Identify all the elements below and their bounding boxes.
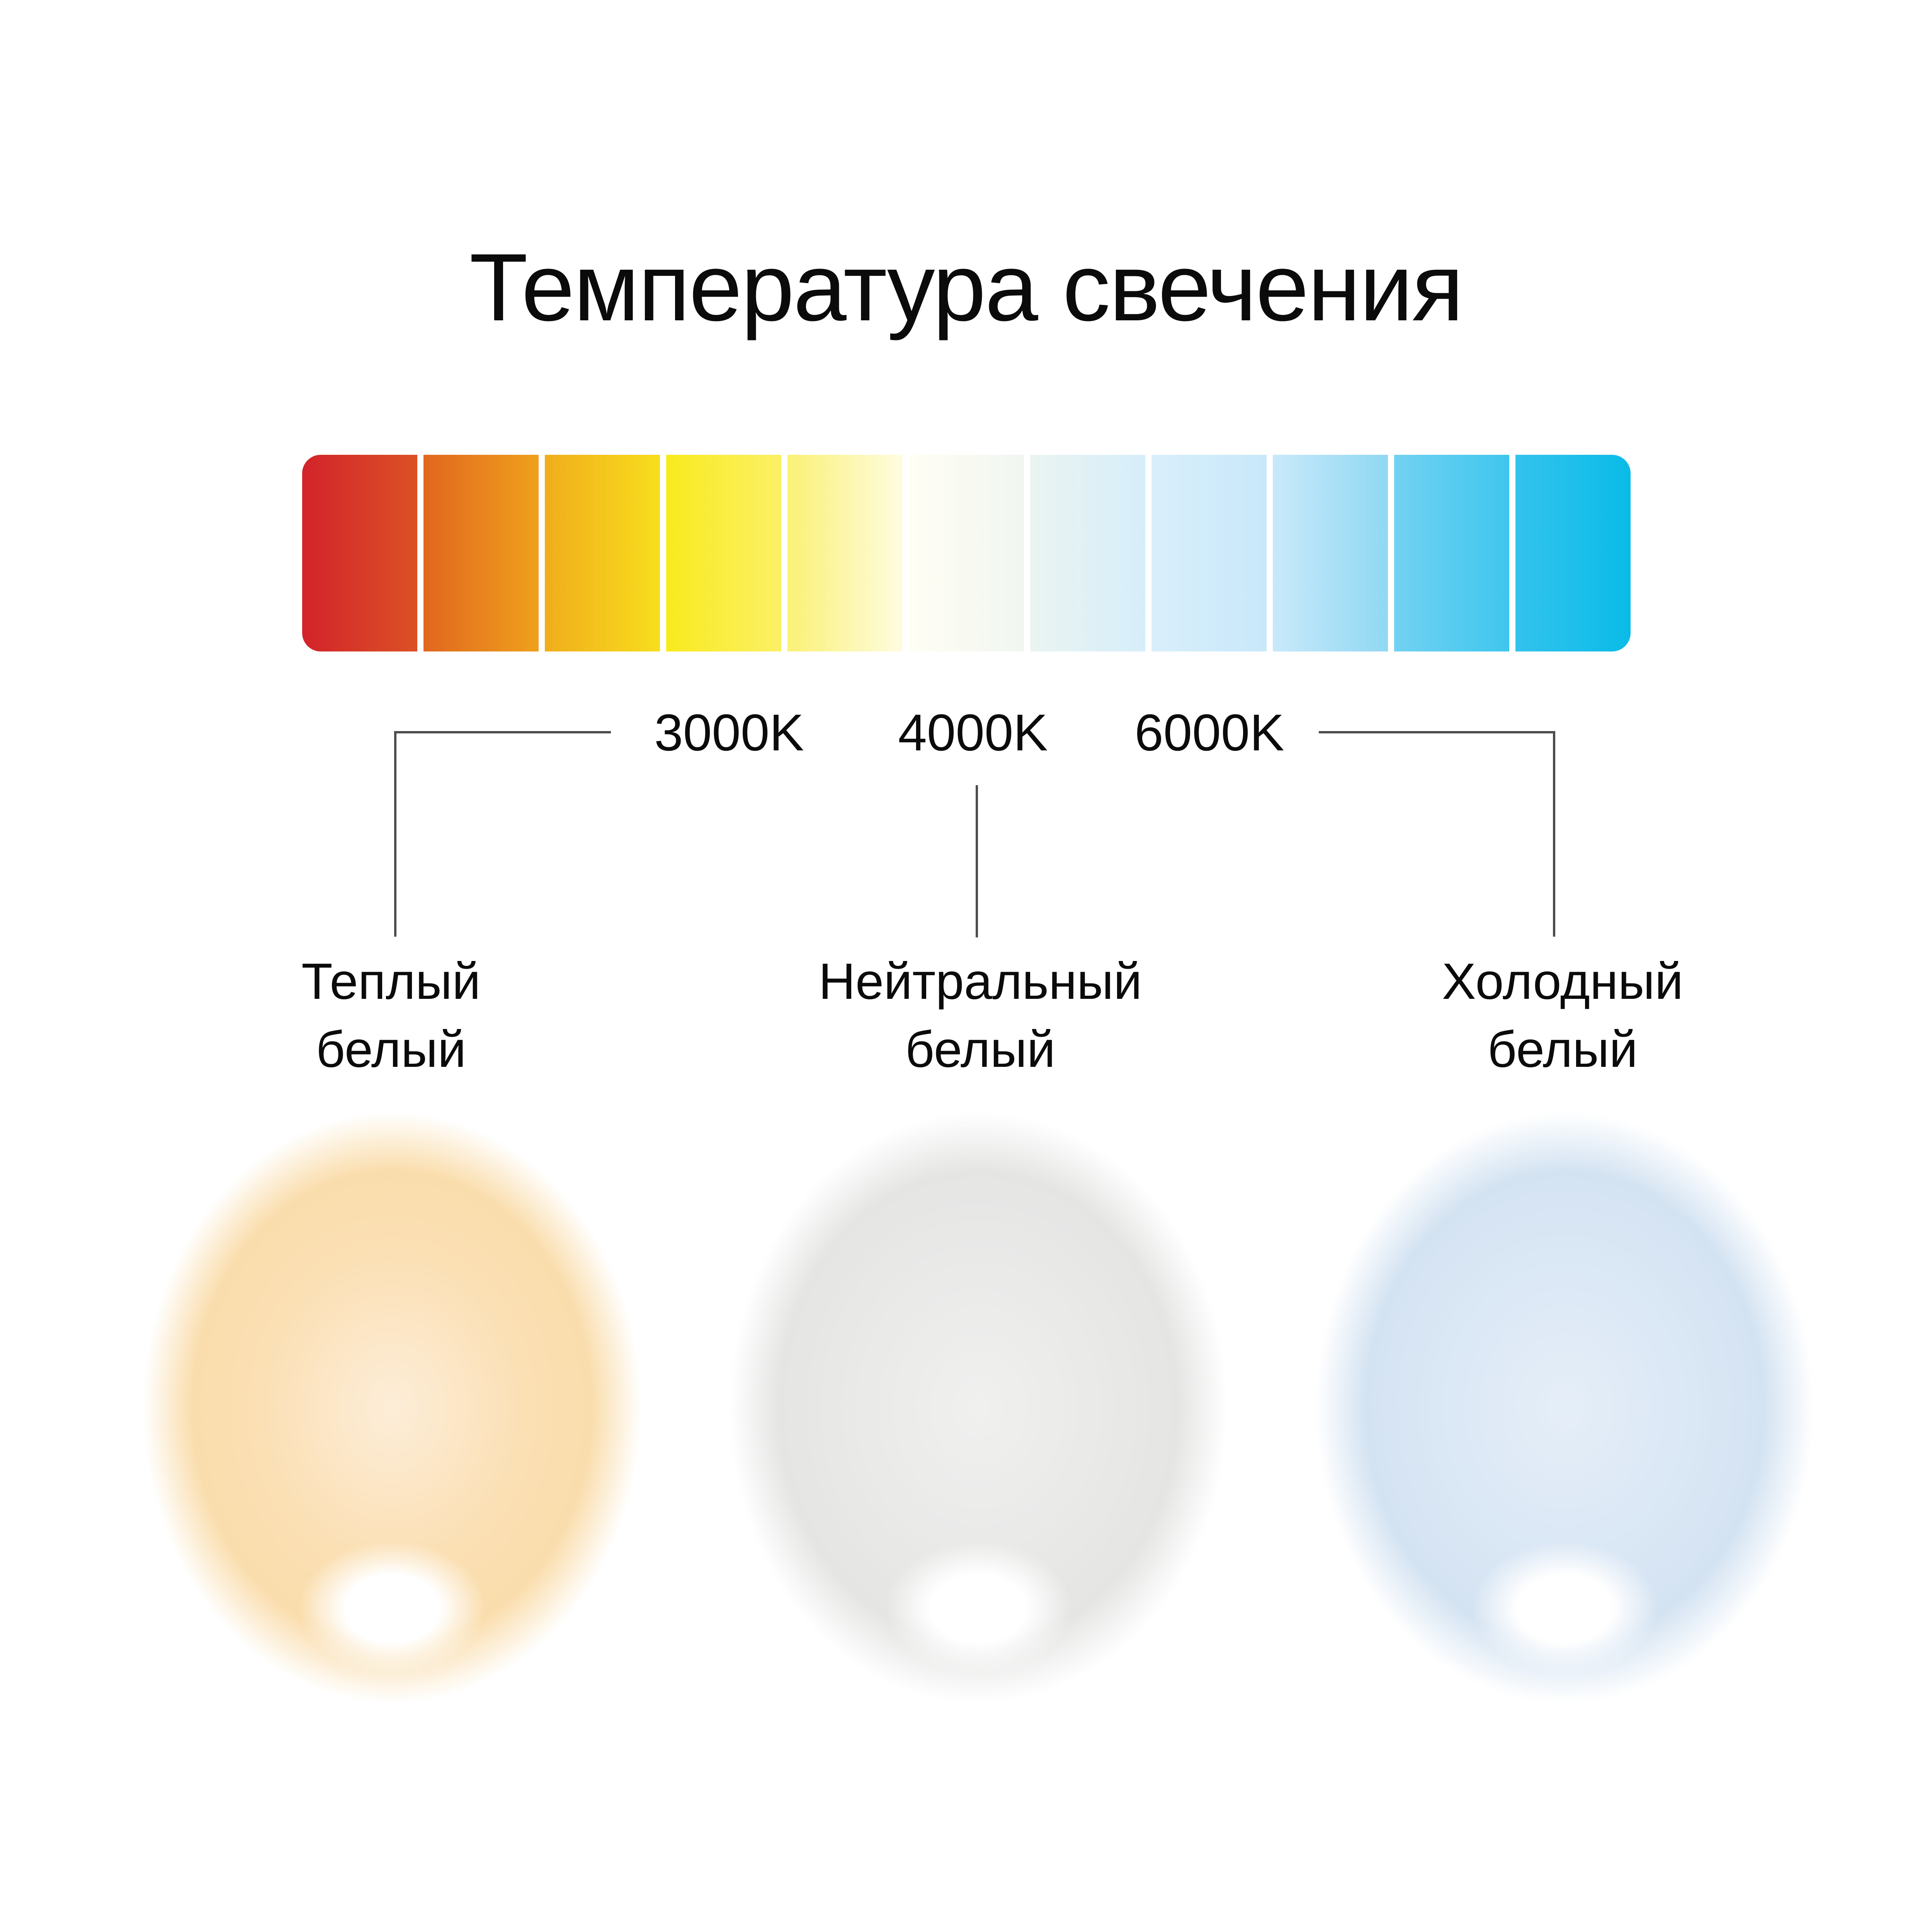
temperature-gradient-bar	[302, 455, 1631, 651]
bar-segment	[423, 455, 539, 651]
category-warm-line1: Теплый	[301, 953, 481, 1010]
bar-segment	[1151, 455, 1267, 651]
category-cold-line2: белый	[1487, 1020, 1638, 1078]
connector-left-vertical-line	[394, 731, 396, 937]
category-neutral-line1: Нейтральный	[818, 953, 1142, 1010]
connector-middle-vertical-line	[976, 785, 978, 937]
category-warm-line2: белый	[316, 1020, 466, 1078]
glow-ellipse-warm-white	[143, 1112, 641, 1703]
connector-right-horizontal-line	[1319, 731, 1555, 733]
bar-segment	[1273, 455, 1388, 651]
category-cold-line1: Холодный	[1442, 953, 1684, 1010]
scale-label-3000k: 3000K	[654, 704, 804, 762]
scale-label-4000k: 4000K	[898, 704, 1048, 762]
glow-ellipse-neutral-white	[729, 1112, 1228, 1703]
category-label-warm-white: Теплый белый	[301, 947, 481, 1083]
category-label-cold-white: Холодный белый	[1442, 947, 1684, 1083]
bar-segment	[909, 455, 1024, 651]
connector-left-horizontal-line	[394, 731, 611, 733]
category-label-neutral-white: Нейтральный белый	[818, 947, 1142, 1083]
scale-label-6000k: 6000K	[1134, 704, 1284, 762]
bar-segment	[666, 455, 781, 651]
bar-segment	[1394, 455, 1509, 651]
bar-segment	[1515, 455, 1631, 651]
connector-right-vertical-line	[1553, 731, 1555, 937]
bar-segment	[545, 455, 660, 651]
category-neutral-line2: белый	[905, 1020, 1056, 1078]
bar-segment	[1030, 455, 1145, 651]
bar-segment	[787, 455, 903, 651]
page-title: Температура свечения	[469, 233, 1464, 341]
bar-segment	[302, 455, 417, 651]
glow-ellipse-cold-white	[1316, 1112, 1814, 1703]
